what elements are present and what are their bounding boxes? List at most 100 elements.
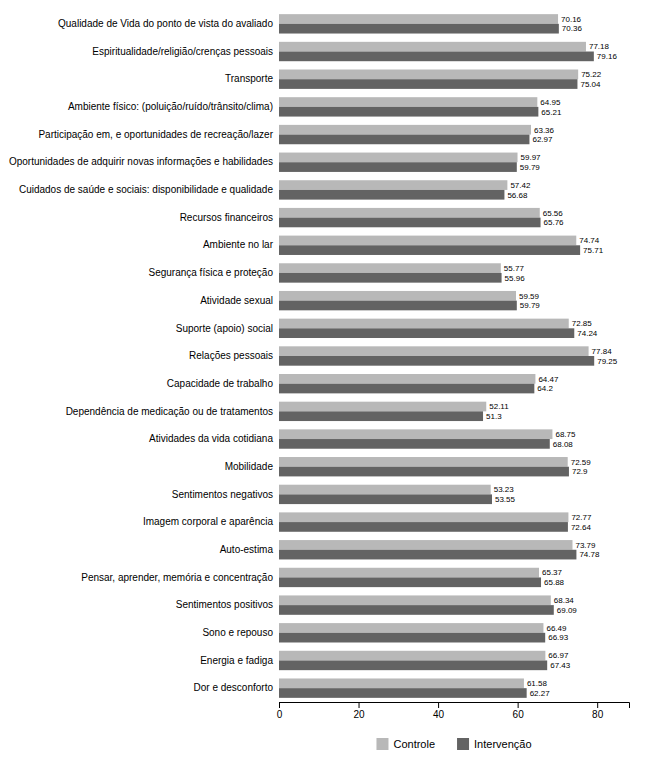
x-tick: 80 xyxy=(592,702,604,720)
data-label: 66.49 xyxy=(546,624,567,633)
data-label: 56.68 xyxy=(507,191,528,200)
bar xyxy=(279,180,507,190)
data-label: 68.75 xyxy=(555,430,576,439)
bar xyxy=(279,245,580,255)
x-tick-mark xyxy=(279,702,280,708)
data-label: 74.24 xyxy=(577,329,598,338)
y-tick: Sentimentos positivos xyxy=(176,599,279,610)
y-tick: Oportunidades de adquirir novas informaç… xyxy=(9,156,279,167)
y-tick: Cuidados de saúde e sociais: disponibili… xyxy=(19,184,279,195)
y-tick: Transporte xyxy=(225,73,279,84)
bar xyxy=(279,402,486,412)
x-tick-label: 60 xyxy=(513,709,525,720)
data-label: 65.88 xyxy=(544,578,565,587)
y-tick: Qualidade de Vida do ponto de vista do a… xyxy=(58,18,279,29)
data-label: 77.18 xyxy=(589,42,610,51)
data-label: 79.25 xyxy=(597,357,618,366)
bar xyxy=(279,522,568,532)
bar xyxy=(279,208,540,218)
data-label: 64.95 xyxy=(540,98,561,107)
y-tick: Imagem corporal e aparência xyxy=(143,516,279,527)
bar xyxy=(279,273,502,283)
x-tick-mark xyxy=(438,702,439,708)
y-tick: Ambiente físico: (poluição/ruído/trânsit… xyxy=(68,101,279,112)
data-label: 68.08 xyxy=(553,440,574,449)
legend-swatch xyxy=(376,738,388,750)
x-tick-mark xyxy=(597,702,598,708)
x-tick-mark xyxy=(518,702,519,708)
bar xyxy=(279,512,568,522)
y-tick-label: Dor e desconforto xyxy=(194,682,274,693)
y-tick-label: Pensar, aprender, memória e concentração xyxy=(81,572,273,583)
y-tick-label: Relações pessoais xyxy=(189,350,273,361)
data-label: 63.36 xyxy=(534,126,555,135)
x-tick: 60 xyxy=(513,702,525,720)
bar xyxy=(279,374,535,384)
chart: 70.1677.1875.2264.9563.3659.9757.4265.56… xyxy=(0,0,665,760)
data-label: 53.23 xyxy=(494,485,515,494)
y-tick-label: Dependência de medicação ou de tratament… xyxy=(66,406,273,417)
bar xyxy=(279,107,538,117)
y-tick-label: Imagem corporal e aparência xyxy=(143,516,274,527)
y-tick-label: Atividades da vida cotidiana xyxy=(149,433,273,444)
bar xyxy=(279,678,524,688)
bar xyxy=(279,356,594,366)
y-tick-label: Sentimentos negativos xyxy=(172,489,273,500)
data-label: 77.84 xyxy=(592,347,613,356)
bar xyxy=(279,328,574,338)
bar xyxy=(279,218,541,228)
x-tick-label: 20 xyxy=(353,709,365,720)
bar xyxy=(279,291,516,301)
data-label: 51.3 xyxy=(486,412,502,421)
legend-label: Intervenção xyxy=(474,738,531,750)
data-label: 61.58 xyxy=(527,679,548,688)
x-axis-line xyxy=(280,703,630,709)
x-tick: 0 xyxy=(277,702,283,720)
bar xyxy=(279,605,554,615)
data-label: 57.42 xyxy=(510,181,531,190)
data-label: 52.11 xyxy=(489,402,509,411)
data-label: 75.22 xyxy=(581,70,602,79)
y-tick-label: Sentimentos positivos xyxy=(176,599,273,610)
data-label: 75.71 xyxy=(583,246,604,255)
data-label: 62.27 xyxy=(530,689,551,698)
y-tick-label: Cuidados de saúde e sociais: disponibili… xyxy=(19,184,274,195)
x-tick-label: 40 xyxy=(433,709,445,720)
y-tick-label: Energia e fadiga xyxy=(200,655,273,666)
data-labels: 70.1677.1875.2264.9563.3659.9757.4265.56… xyxy=(486,15,618,698)
y-tick: Sentimentos negativos xyxy=(172,489,279,500)
bar xyxy=(279,24,559,34)
bar xyxy=(279,660,547,670)
y-tick-label: Ambiente no lar xyxy=(203,239,274,250)
bar xyxy=(279,550,576,560)
bar xyxy=(279,263,501,273)
bar xyxy=(279,595,551,605)
data-label: 65.21 xyxy=(541,108,562,117)
data-label: 66.93 xyxy=(548,633,569,642)
data-label: 69.09 xyxy=(557,606,578,615)
data-label: 59.97 xyxy=(521,153,542,162)
legend-swatch xyxy=(457,738,469,750)
bar xyxy=(279,411,483,421)
data-label: 74.78 xyxy=(579,550,600,559)
bar xyxy=(279,162,517,172)
bars xyxy=(279,14,594,698)
y-tick: Dor e desconforto xyxy=(194,682,280,693)
bar xyxy=(279,429,552,439)
data-label: 72.9 xyxy=(572,467,588,476)
bar xyxy=(279,135,529,145)
data-label: 65.56 xyxy=(543,209,564,218)
bar xyxy=(279,540,572,550)
data-label: 70.36 xyxy=(562,24,583,33)
bar xyxy=(279,633,545,643)
data-label: 74.74 xyxy=(579,236,600,245)
data-label: 75.04 xyxy=(580,80,601,89)
bar xyxy=(279,97,537,107)
y-tick: Atividade sexual xyxy=(200,295,279,306)
y-tick-label: Qualidade de Vida do ponto de vista do a… xyxy=(58,18,273,29)
y-tick: Pensar, aprender, memória e concentração xyxy=(81,572,279,583)
y-tick-label: Sono e repouso xyxy=(202,627,273,638)
bar xyxy=(279,623,543,633)
y-tick-label: Recursos financeiros xyxy=(180,212,273,223)
bar xyxy=(279,568,539,578)
